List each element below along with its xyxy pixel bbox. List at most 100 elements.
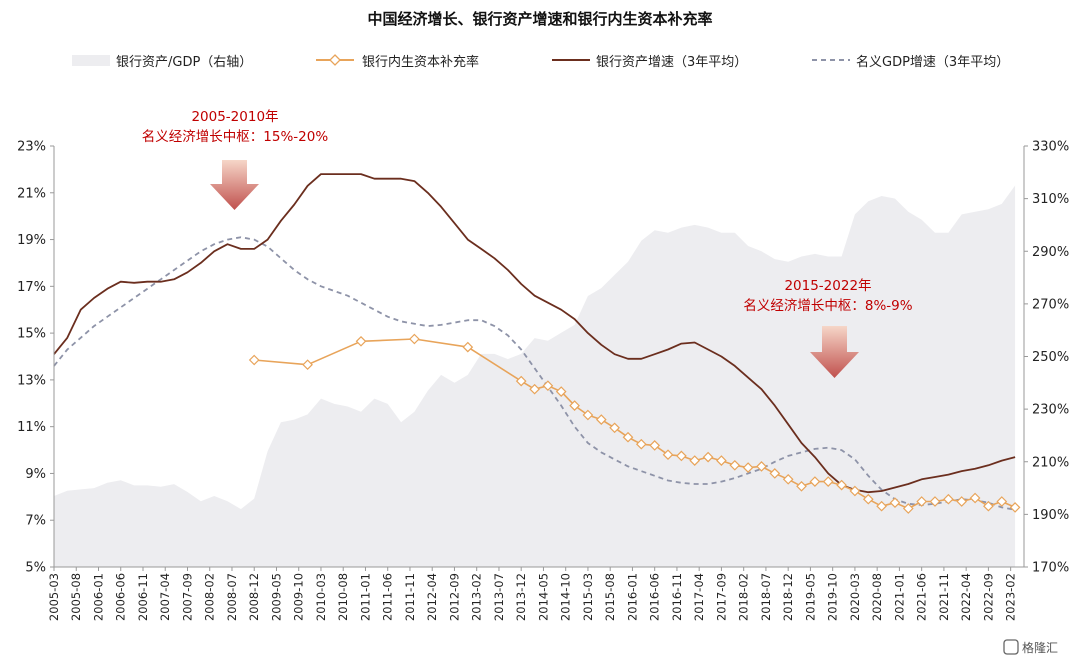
- capital-marker: [969, 492, 981, 504]
- x-tick-label: 2022-04: [959, 573, 973, 621]
- y-left-tick-label: 7%: [25, 514, 46, 529]
- capital-marker: [782, 473, 794, 485]
- capital-marker: [983, 500, 994, 512]
- capital-marker: [1009, 502, 1021, 513]
- x-tick-label: 2013-02: [470, 573, 484, 621]
- capital-marker: [702, 451, 714, 463]
- chart-title: 中国经济增长、银行资产增速和银行内生资本补充率: [367, 10, 712, 28]
- y-left-tick-label: 21%: [17, 186, 46, 201]
- x-tick-label: 2021-11: [937, 573, 951, 621]
- capital-marker: [248, 354, 260, 366]
- x-tick-label: 2019-05: [803, 573, 817, 621]
- x-tick-label: 2015-08: [603, 573, 617, 621]
- y-right-tick-label: 210%: [1032, 455, 1069, 470]
- x-tick-label: 2012-04: [425, 573, 439, 621]
- y-left-tick-label: 23%: [17, 140, 46, 155]
- x-tick-label: 2016-11: [670, 573, 684, 621]
- annotation-2-line-1: 2015-2022年: [784, 278, 871, 294]
- capital-marker: [889, 497, 901, 509]
- x-tick-label: 2006-11: [136, 573, 150, 621]
- x-tick-label: 2010-08: [336, 573, 350, 621]
- capital-marker: [769, 468, 781, 479]
- legend-label-bank: 银行资产增速（3年平均）: [596, 55, 747, 70]
- capital-marker: [742, 462, 754, 473]
- x-tick-label: 2021-06: [915, 573, 929, 621]
- legend-marker-capital: [329, 54, 341, 66]
- capital-marker: [595, 414, 607, 425]
- capital-marker: [996, 496, 1008, 507]
- annotation-2-line-2: 名义经济增长中枢：8%-9%: [743, 298, 912, 314]
- capital-marker: [662, 449, 674, 461]
- series-area-bank-assets-gdp: [54, 185, 1016, 567]
- capital-marker: [796, 480, 807, 492]
- y-right-tick-label: 170%: [1032, 561, 1069, 576]
- annotation-1-line-1: 2005-2010年: [191, 109, 278, 125]
- annotation-2015-2022: 2015-2022年 名义经济增长中枢：8%-9%: [743, 278, 913, 378]
- x-tick-label: 2020-03: [848, 573, 862, 621]
- y-right-tick-label: 270%: [1032, 297, 1069, 312]
- capital-marker: [716, 455, 727, 466]
- x-tick-label: 2021-01: [892, 573, 906, 621]
- x-tick-label: 2011-01: [359, 573, 373, 621]
- capital-marker: [902, 503, 914, 514]
- x-tick-label: 2010-03: [314, 573, 328, 621]
- capital-marker: [929, 496, 941, 507]
- x-tick-label: 2013-07: [492, 573, 506, 621]
- capital-marker: [822, 476, 834, 487]
- watermark-logo-icon: [1003, 639, 1019, 655]
- down-arrow-icon: [810, 326, 859, 378]
- x-tick-label: 2020-08: [870, 573, 884, 621]
- capital-marker: [529, 383, 540, 395]
- x-tick-label: 2017-09: [714, 573, 728, 621]
- y-left-tick-label: 19%: [17, 233, 46, 248]
- x-tick-label: 2018-02: [737, 573, 751, 621]
- x-tick-label: 2006-01: [92, 573, 106, 621]
- y-left-tick-label: 9%: [25, 467, 46, 482]
- x-tick-label: 2014-05: [536, 573, 550, 621]
- x-tick-label: 2017-04: [692, 573, 706, 621]
- capital-marker: [943, 493, 954, 505]
- capital-marker: [622, 431, 634, 443]
- y-right-tick-label: 290%: [1032, 245, 1069, 260]
- x-tick-label: 2014-10: [559, 573, 573, 621]
- capital-marker: [635, 438, 647, 450]
- series-line-nominal-gdp: [53, 236, 1016, 511]
- x-tick-label: 2009-10: [292, 573, 306, 621]
- capital-marker: [582, 409, 594, 421]
- capital-marker: [569, 400, 580, 411]
- capital-marker: [729, 459, 741, 471]
- legend-swatch-area: [72, 55, 110, 66]
- capital-marker: [555, 386, 567, 397]
- legend-label-area: 银行资产/GDP（右轴）: [116, 55, 252, 70]
- capital-marker: [542, 380, 554, 392]
- y-right-tick-label: 330%: [1032, 140, 1069, 155]
- legend: 银行资产/GDP（右轴） 银行内生资本补充率 银行资产增速（3年平均） 名义GD…: [72, 54, 1009, 70]
- x-tick-label: 2006-06: [114, 573, 128, 621]
- capital-marker: [849, 485, 861, 497]
- y-right-tick-label: 230%: [1032, 403, 1069, 418]
- x-tick-label: 2016-01: [625, 573, 639, 621]
- x-tick-label: 2007-09: [181, 573, 195, 621]
- y-right-tick-label: 310%: [1032, 192, 1069, 207]
- capital-marker: [756, 461, 767, 472]
- capital-marker: [515, 375, 527, 387]
- y-left-tick-label: 11%: [17, 420, 46, 435]
- x-tick-label: 2018-12: [781, 573, 795, 621]
- capital-marker: [916, 496, 928, 507]
- axes: 5% 7% 9% 11% 13% 15% 17% 19% 21% 23% 170% 190% 210% 2…: [17, 140, 1069, 622]
- x-tick-label: 2019-10: [826, 573, 840, 621]
- capital-marker: [609, 422, 620, 434]
- capital-marker: [836, 479, 847, 491]
- x-tick-label: 2016-06: [648, 573, 662, 621]
- capital-marker: [462, 341, 474, 353]
- x-tick-label: 2022-09: [981, 573, 995, 621]
- y-left-tick-label: 17%: [17, 280, 46, 295]
- x-tick-label: 2023-02: [1004, 573, 1018, 621]
- watermark-text: 格隆汇: [1022, 640, 1058, 655]
- y-left-tick-label: 13%: [17, 373, 46, 388]
- x-tick-label: 2013-12: [514, 573, 528, 621]
- x-tick-label: 2012-09: [448, 573, 462, 621]
- x-tick-label: 2005-08: [69, 573, 83, 621]
- y-right-tick-label: 190%: [1032, 508, 1069, 523]
